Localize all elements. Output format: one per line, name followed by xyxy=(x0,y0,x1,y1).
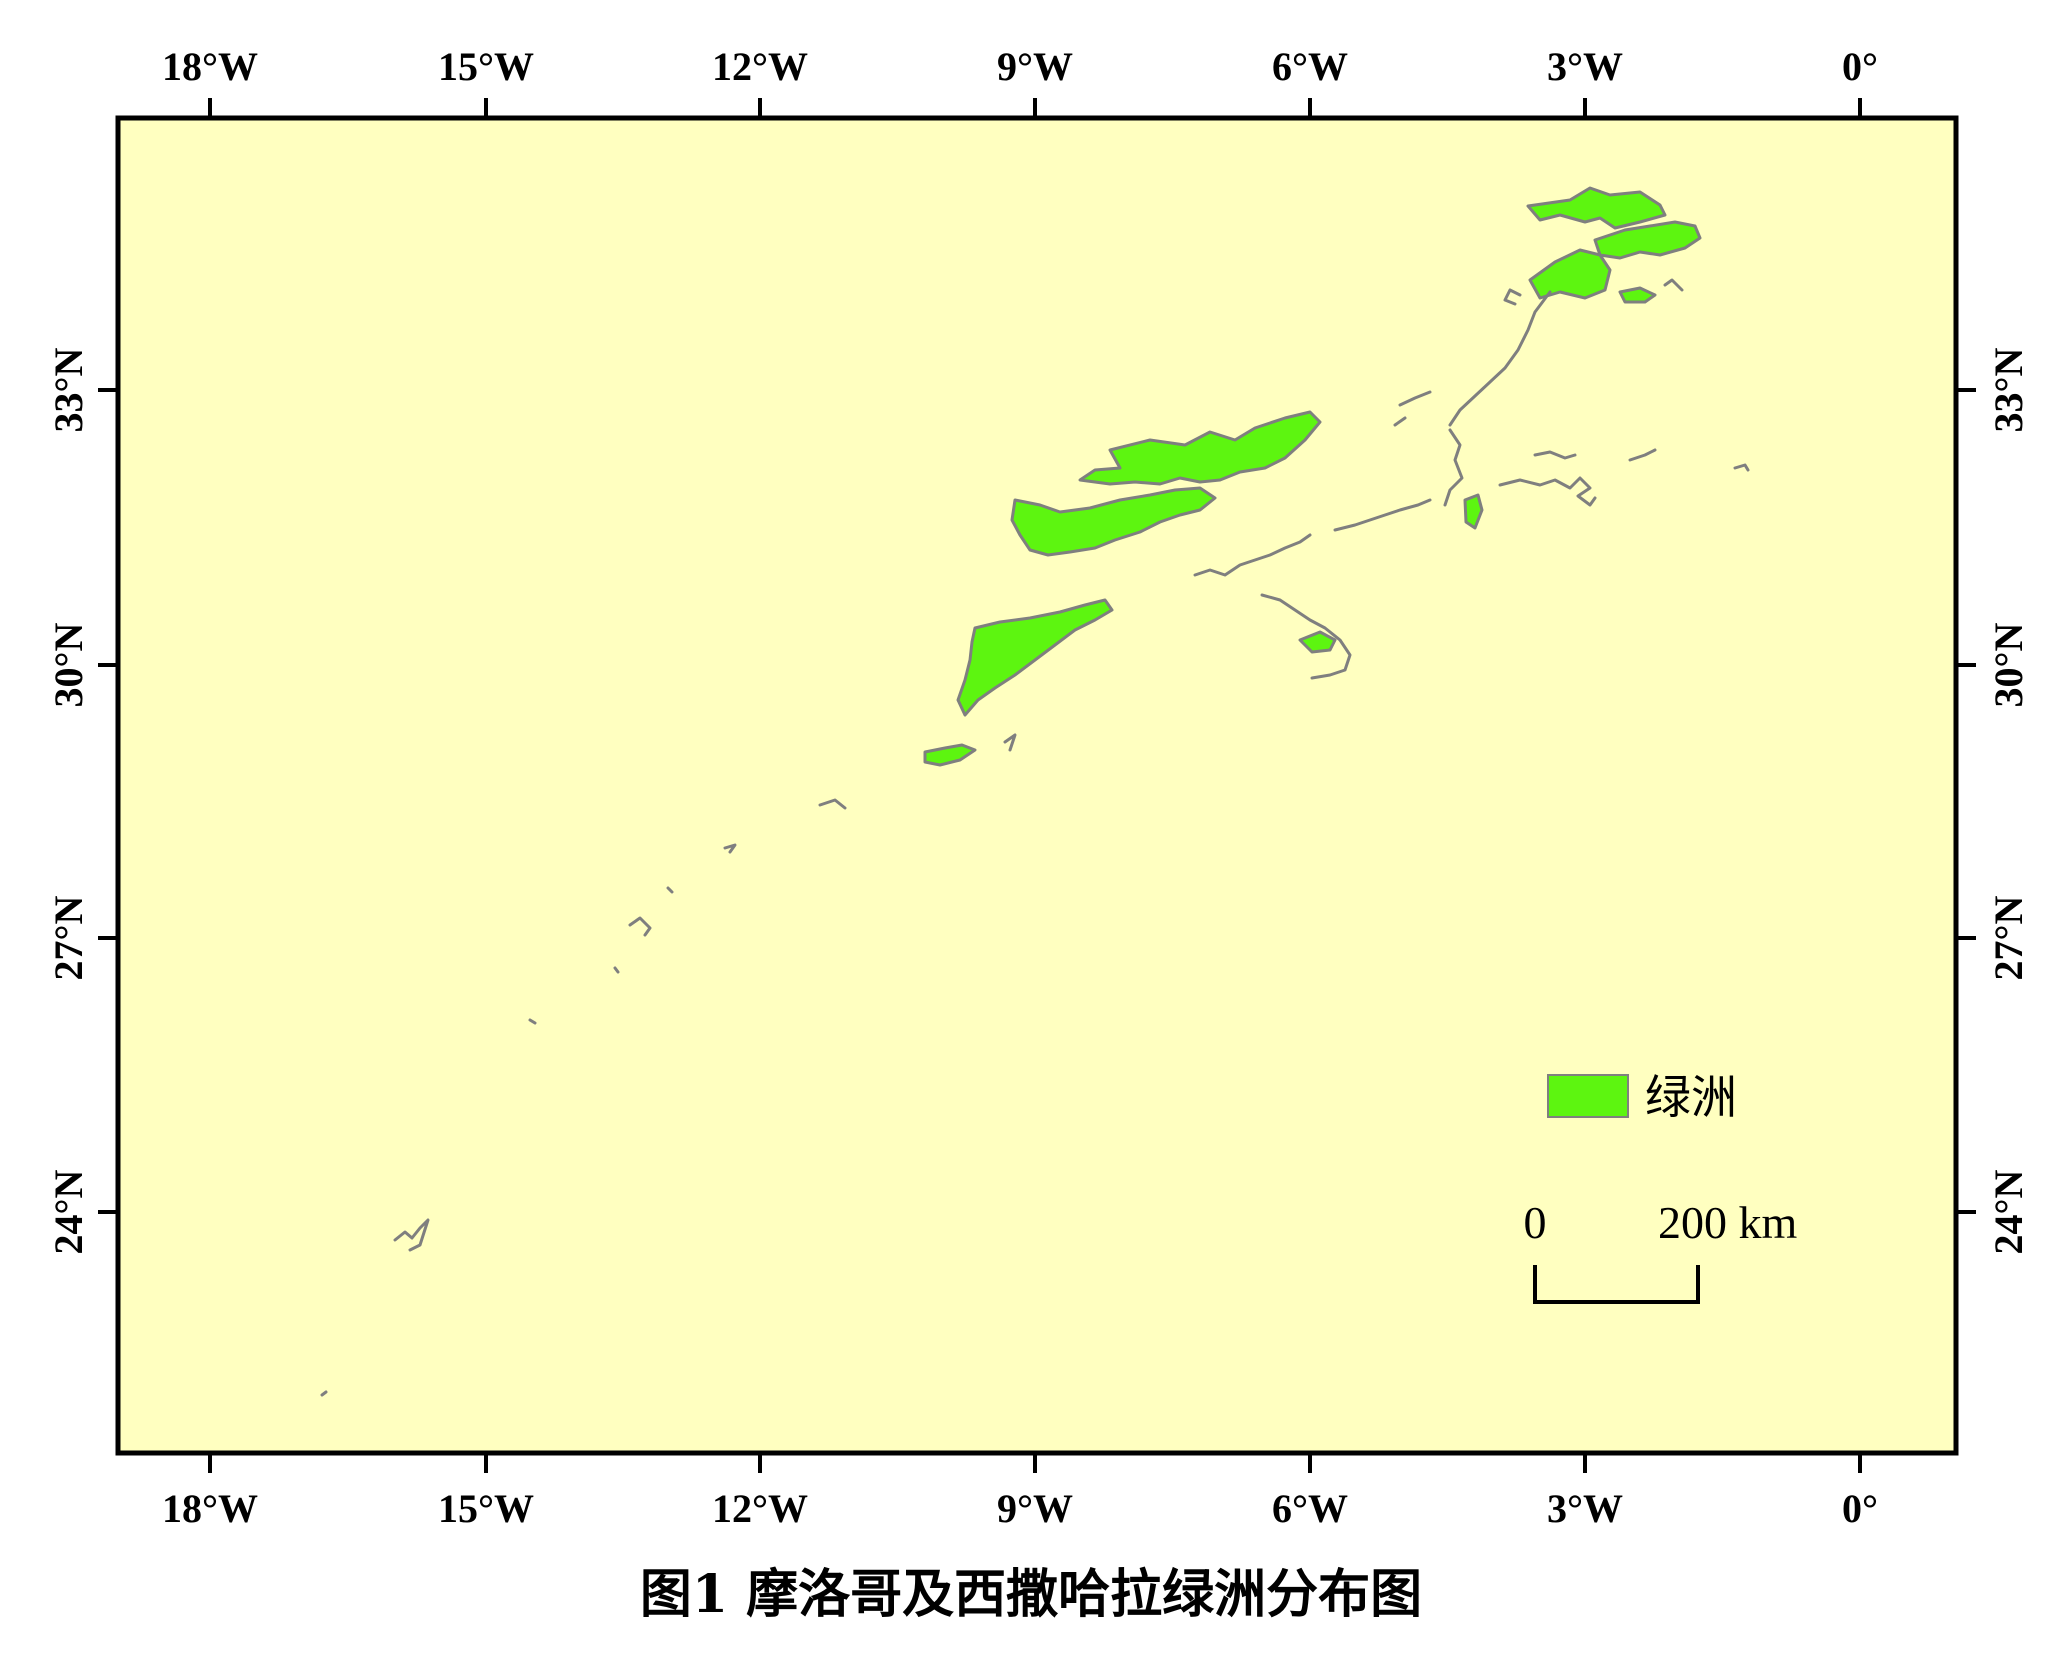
lon-label-bottom-18w: 18°W xyxy=(162,1486,258,1531)
oasis-fragment-sw-4 xyxy=(628,916,652,937)
lon-label-bottom-12w: 12°W xyxy=(712,1486,808,1531)
lon-label-bottom-0: 0° xyxy=(1842,1486,1878,1531)
oasis-fragments xyxy=(320,278,1750,1397)
lat-label-right-24n: 24°N xyxy=(1986,1169,2031,1254)
latitude-labels-right: 33°N 30°N 27°N 24°N xyxy=(1986,347,2031,1254)
lat-label-left-33n: 33°N xyxy=(46,347,91,432)
lon-label-top-18w: 18°W xyxy=(162,44,258,89)
oasis-fragment-s-branch xyxy=(1260,593,1352,680)
lat-label-right-30n: 30°N xyxy=(1986,622,2031,707)
lat-label-left-27n: 27°N xyxy=(46,895,91,980)
oasis-fragment-mid-3 xyxy=(1533,450,1577,460)
lon-label-top-15w: 15°W xyxy=(438,44,534,89)
legend-label: 绿洲 xyxy=(1645,1070,1737,1124)
scale-bar: 0 200 km xyxy=(1524,1197,1798,1304)
oasis-fragment-mid-2 xyxy=(1498,476,1597,507)
longitude-ticks xyxy=(208,98,1862,1473)
oasis-fragment-ne-right xyxy=(1663,278,1684,292)
oasis-fragment-sw-5 xyxy=(666,886,674,894)
oasis-fragment-sw-2 xyxy=(818,798,847,810)
oasis-fragment-ne-chain xyxy=(1448,290,1552,427)
lat-label-left-30n: 30°N xyxy=(46,622,91,707)
latitude-labels-left: 33°N 30°N 27°N 24°N xyxy=(46,347,91,1254)
oasis-fragment-w-chain-2 xyxy=(1333,498,1432,532)
oasis-fragment-n-1 xyxy=(1398,390,1432,407)
oasis-central-lower xyxy=(1010,486,1217,557)
oasis-fragment-sw-7 xyxy=(528,1018,537,1025)
lon-label-bottom-15w: 15°W xyxy=(438,1486,534,1531)
oasis-northeast-4 xyxy=(1618,286,1657,304)
oasis-regions xyxy=(923,186,1702,767)
oasis-fragment-mid-5 xyxy=(1733,463,1750,472)
legend-swatch xyxy=(1547,1074,1629,1118)
oasis-fragment-sw-6 xyxy=(613,966,620,974)
figure-caption: 图1 摩洛哥及西撒哈拉绿洲分布图 xyxy=(640,1564,1422,1625)
oasis-east-small-2 xyxy=(1463,493,1484,530)
oasis-fragment-mid-1 xyxy=(1443,428,1464,507)
longitude-labels-top: 18°W 15°W 12°W 9°W 6°W 3°W 0° xyxy=(162,44,1878,89)
lon-label-top-12w: 12°W xyxy=(712,44,808,89)
oasis-east-small-1 xyxy=(1298,630,1337,654)
oasis-fragment-mid-4 xyxy=(1628,448,1657,462)
lon-label-top-6w: 6°W xyxy=(1272,44,1348,89)
oasis-northeast-2 xyxy=(1593,220,1702,260)
oasis-fragment-sw-3 xyxy=(723,843,737,854)
lon-label-top-3w: 3°W xyxy=(1547,44,1623,89)
lon-label-bottom-6w: 6°W xyxy=(1272,1486,1348,1531)
lat-label-right-33n: 33°N xyxy=(1986,347,2031,432)
oasis-fragment-ne-spur xyxy=(1503,288,1522,306)
lat-label-right-27n: 27°N xyxy=(1986,895,2031,980)
lat-label-left-24n: 24°N xyxy=(46,1169,91,1254)
oasis-fragment-w-chain xyxy=(1193,533,1312,577)
oasis-northeast-3 xyxy=(1528,248,1612,300)
oasis-central-upper xyxy=(1078,410,1322,486)
oasis-fragment-n-2 xyxy=(1393,416,1407,427)
lon-label-top-0: 0° xyxy=(1842,44,1878,89)
oasis-fragment-sw-8 xyxy=(393,1218,430,1252)
legend: 绿洲 xyxy=(1547,1070,1737,1124)
scale-bar-line xyxy=(1533,1265,1700,1304)
oasis-southwest-main xyxy=(956,598,1114,717)
lon-label-bottom-3w: 3°W xyxy=(1547,1486,1623,1531)
oasis-south-small xyxy=(923,743,977,767)
scale-start-label: 0 xyxy=(1524,1197,1547,1248)
map-background xyxy=(118,118,1956,1453)
scale-end-label: 200 km xyxy=(1658,1197,1798,1248)
lon-label-top-9w: 9°W xyxy=(997,44,1073,89)
longitude-labels-bottom: 18°W 15°W 12°W 9°W 6°W 3°W 0° xyxy=(162,1486,1878,1531)
oasis-fragment-sw-1 xyxy=(1003,733,1017,752)
latitude-ticks xyxy=(98,388,1976,1214)
lon-label-bottom-9w: 9°W xyxy=(997,1486,1073,1531)
oasis-fragment-sw-9 xyxy=(320,1390,328,1397)
oasis-northeast-1 xyxy=(1526,186,1667,230)
